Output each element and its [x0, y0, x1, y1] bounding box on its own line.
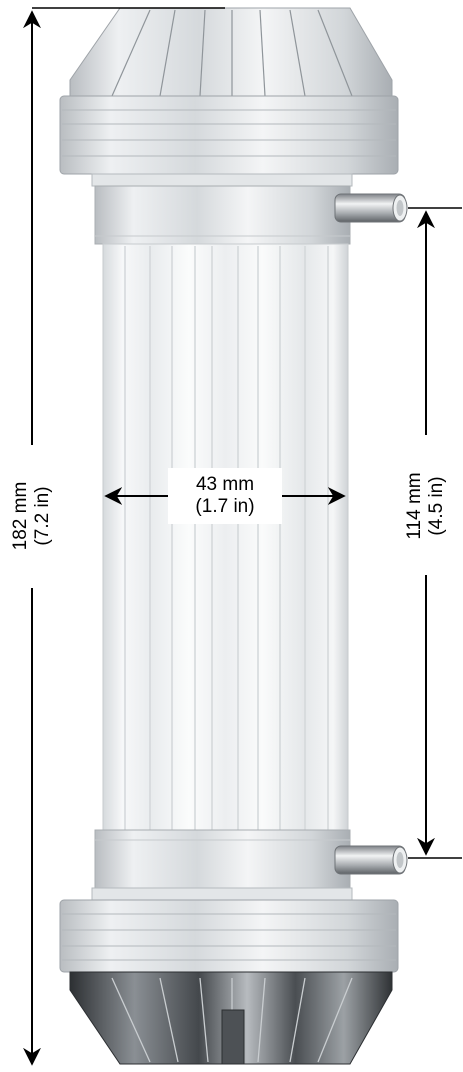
top-cap [59, 7, 399, 187]
port-spacing-mm: 114 mm [404, 472, 425, 540]
lower-collar [94, 829, 351, 889]
diameter-in: (1.7 in) [195, 496, 255, 517]
diameter-label-backdrop [168, 468, 282, 524]
upper-port [334, 193, 408, 223]
port-spacing-label: 114 mm (4.5 in) [404, 446, 448, 566]
bottom-cap [59, 887, 399, 1065]
port-spacing-in: (4.5 in) [426, 476, 447, 536]
height-in: (7.2 in) [32, 486, 53, 546]
diameter-label: 43 mm (1.7 in) [168, 474, 282, 518]
height-mm: 182 mm [10, 481, 31, 551]
diameter-mm: 43 mm [195, 474, 255, 495]
upper-collar [94, 185, 351, 245]
lower-port [334, 845, 408, 875]
port-spacing-dimension-line [408, 207, 462, 859]
height-dimension-line [23, 7, 225, 1066]
height-label: 182 mm (7.2 in) [10, 456, 54, 576]
tube-body [102, 243, 349, 835]
